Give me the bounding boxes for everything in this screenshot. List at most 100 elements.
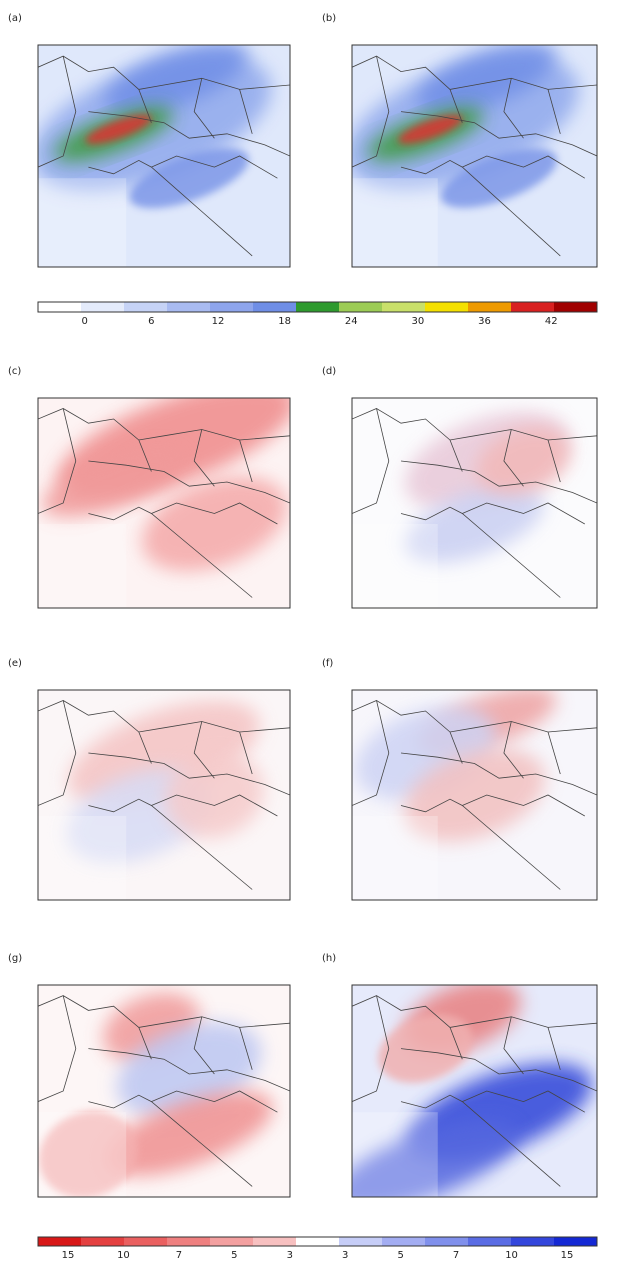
border xyxy=(38,995,77,1102)
border xyxy=(239,439,253,483)
map-panel xyxy=(351,397,598,609)
map-frame xyxy=(351,689,598,901)
border xyxy=(503,429,524,487)
border xyxy=(193,1016,215,1075)
border xyxy=(239,731,253,775)
coastline xyxy=(400,159,561,257)
sea xyxy=(38,178,127,267)
field-blob xyxy=(129,148,249,209)
field-blob xyxy=(403,748,546,842)
map-frame xyxy=(351,397,598,609)
border xyxy=(239,89,253,134)
colorbar-segment xyxy=(425,302,469,312)
colorbar-segment xyxy=(511,1237,555,1246)
map-field xyxy=(38,45,290,267)
colorbar-segment xyxy=(81,302,125,312)
colorbar-segment xyxy=(339,1237,383,1246)
field-blob xyxy=(104,45,249,115)
border xyxy=(138,1027,152,1060)
colorbar-segment xyxy=(511,302,555,312)
colorbar-segment xyxy=(554,302,598,312)
map-field xyxy=(352,985,597,1197)
sea xyxy=(352,524,438,608)
colorbar-tick-label: 0 xyxy=(81,316,87,327)
border xyxy=(462,794,585,817)
colorbar-segment xyxy=(339,302,383,312)
map-frame xyxy=(37,984,291,1198)
border xyxy=(151,1090,278,1113)
border xyxy=(462,1090,585,1113)
colorbar-tick-label: 18 xyxy=(278,316,291,327)
sea xyxy=(352,178,438,267)
border xyxy=(449,439,463,472)
colorbar-segment xyxy=(296,302,340,312)
border xyxy=(503,1016,524,1075)
colorbar-segment xyxy=(167,1237,211,1246)
colorbar-segment xyxy=(382,302,426,312)
border xyxy=(449,89,463,123)
colorbar-tick-label: 3 xyxy=(287,1250,293,1261)
colorbar-tick-label: 30 xyxy=(412,316,425,327)
coastline xyxy=(400,798,561,890)
sea xyxy=(38,1112,127,1197)
colorbar-tick-label: 5 xyxy=(397,1250,403,1261)
border xyxy=(38,700,77,806)
border xyxy=(38,408,77,514)
colorbar-segment xyxy=(382,1237,426,1246)
panel-label: (f) xyxy=(322,658,333,669)
border xyxy=(547,731,561,775)
map-field xyxy=(38,690,290,900)
field-blob xyxy=(68,700,260,806)
panel-label: (b) xyxy=(322,13,336,24)
colorbar-tick-label: 42 xyxy=(545,316,558,327)
field-blob xyxy=(476,426,571,496)
colorbar-tick-label: 7 xyxy=(176,1250,182,1261)
colorbar-frame xyxy=(37,1236,598,1247)
field-blob xyxy=(398,114,463,144)
map-frame xyxy=(37,397,291,609)
colorbar-segment xyxy=(468,1237,512,1246)
map-field xyxy=(352,690,597,900)
panel-label: (g) xyxy=(8,953,22,964)
field-blob xyxy=(85,114,152,145)
field-blob xyxy=(440,148,558,208)
border xyxy=(151,794,278,817)
border xyxy=(193,78,215,139)
coastline xyxy=(88,159,253,257)
field-blob xyxy=(378,1014,473,1083)
coastline xyxy=(88,506,253,598)
colorbar-tick-label: 10 xyxy=(117,1250,130,1261)
map-field xyxy=(352,398,597,608)
border xyxy=(239,1027,253,1070)
colorbar-tick-label: 24 xyxy=(345,316,358,327)
panel-label: (e) xyxy=(8,658,22,669)
colorbar-segment xyxy=(38,1237,82,1246)
colorbar-segment xyxy=(167,302,211,312)
border xyxy=(138,731,152,764)
map-panel xyxy=(37,689,291,901)
border xyxy=(400,752,597,796)
border xyxy=(462,155,586,179)
border xyxy=(400,460,597,504)
border xyxy=(547,1027,561,1070)
map-panel xyxy=(37,44,291,268)
colorbar-segment xyxy=(210,302,254,312)
border xyxy=(352,408,390,514)
field-blob xyxy=(352,1120,519,1197)
border xyxy=(462,502,585,525)
colorbar-tick-label: 15 xyxy=(561,1250,574,1261)
map-frame xyxy=(351,44,598,268)
coastline xyxy=(88,1094,253,1187)
border xyxy=(88,460,290,504)
border xyxy=(503,721,524,779)
panel-label: (h) xyxy=(322,953,336,964)
sea xyxy=(352,1112,438,1197)
field-blob xyxy=(417,45,557,114)
colorbar-tick-label: 12 xyxy=(212,316,225,327)
border xyxy=(449,1027,463,1060)
border xyxy=(151,155,278,179)
map-frame xyxy=(37,44,291,268)
sea xyxy=(352,816,438,900)
border xyxy=(400,111,597,157)
colorbar-segment xyxy=(124,1237,168,1246)
